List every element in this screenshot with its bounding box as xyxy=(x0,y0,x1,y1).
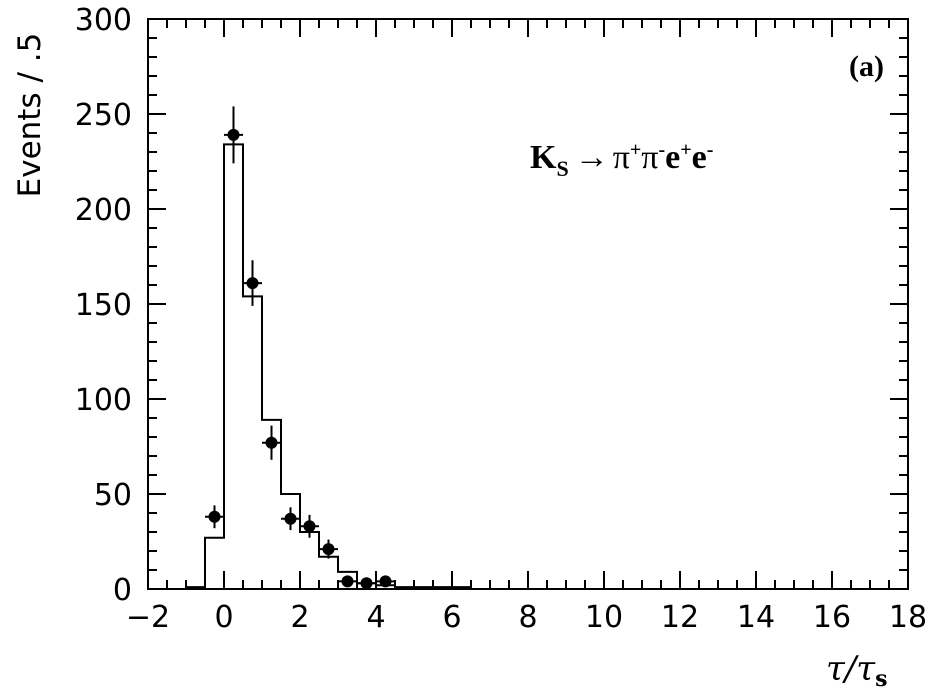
data-point-marker xyxy=(246,277,259,290)
data-point xyxy=(262,425,281,460)
data-point xyxy=(319,539,338,559)
y-tick-label: 300 xyxy=(75,3,132,38)
data-point-marker xyxy=(379,575,392,588)
annotation-pi1: π xyxy=(613,139,630,176)
y-tick-label: 150 xyxy=(75,288,132,323)
data-point xyxy=(205,505,224,529)
y-tick-label: 100 xyxy=(75,383,132,418)
x-tick-label: 6 xyxy=(442,600,461,635)
x-tick-label: 10 xyxy=(585,600,623,635)
data-point-marker xyxy=(265,436,278,449)
x-tick-label: 2 xyxy=(290,600,309,635)
panel-label: (a) xyxy=(849,50,884,83)
data-point-marker xyxy=(208,510,221,523)
annotation-pi2-sup: - xyxy=(658,139,665,161)
data-point xyxy=(224,106,243,164)
data-point xyxy=(300,514,319,538)
y-tick-label: 0 xyxy=(113,573,132,608)
annotation-k: K xyxy=(530,139,557,176)
x-tick-label: 18 xyxy=(889,600,927,635)
y-axis-title: Events / .5 xyxy=(12,33,48,198)
annotation-e1-sup: + xyxy=(680,139,691,161)
y-axis-ticks: 0 50 100 150 200 250 300 xyxy=(75,3,908,608)
x-tick-label: 8 xyxy=(518,600,537,635)
data-point xyxy=(243,260,262,306)
x-tick-label: 16 xyxy=(813,600,851,635)
y-tick-label: 200 xyxy=(75,193,132,228)
data-point-marker xyxy=(284,512,297,525)
data-points-series xyxy=(205,106,395,590)
x-axis-title: τ/τs xyxy=(826,649,887,692)
annotation-k-sub: S xyxy=(556,156,568,181)
x-tick-label: 4 xyxy=(366,600,385,635)
x-axis-ticks: −2 0 2 4 6 8 10 12 14 16 18 xyxy=(126,19,927,635)
data-point-marker xyxy=(360,577,373,590)
data-point xyxy=(281,507,300,531)
x-tick-label: 14 xyxy=(737,600,775,635)
data-point-marker xyxy=(303,520,316,533)
annotation-pi2: π xyxy=(641,139,658,176)
data-point-marker xyxy=(341,575,354,588)
annotation-e2: e xyxy=(692,139,707,176)
y-tick-label: 50 xyxy=(94,478,132,513)
data-point-marker xyxy=(322,543,335,556)
x-tick-label: 0 xyxy=(214,600,233,635)
data-point xyxy=(357,577,376,590)
data-point xyxy=(338,575,357,588)
annotation-pi1-sup: + xyxy=(630,139,641,161)
histogram-series xyxy=(185,143,472,589)
x-tick-label: 12 xyxy=(661,600,699,635)
x-axis-title-sub: s xyxy=(875,666,887,692)
y-tick-label: 250 xyxy=(75,98,132,133)
histogram-line xyxy=(185,143,472,589)
data-point-marker xyxy=(227,128,240,141)
decay-annotation: KS → π+π-e+e- xyxy=(530,139,713,181)
annotation-arrow: → xyxy=(575,139,609,176)
data-point xyxy=(376,575,395,588)
annotation-e1: e xyxy=(665,139,680,176)
annotation-e2-sup: - xyxy=(707,139,714,161)
x-tick-label: −2 xyxy=(126,600,170,635)
x-axis-title-main: τ/τ xyxy=(826,649,876,689)
